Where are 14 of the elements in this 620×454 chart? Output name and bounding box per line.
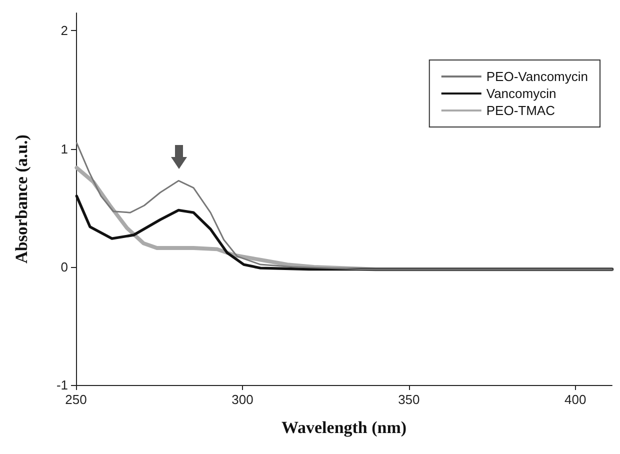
legend-label: PEO-Vancomycin — [486, 69, 588, 84]
x-tick-label: 350 — [398, 392, 420, 407]
y-tick-label: 1 — [60, 141, 68, 156]
x-tick-label: 250 — [65, 392, 87, 407]
x-tick-label: 300 — [232, 392, 254, 407]
y-axis-title: Absorbance (a.u.) — [12, 134, 31, 264]
x-axis-title: Wavelength (nm) — [281, 418, 407, 437]
line-series — [76, 142, 613, 270]
y-tick-label: 0 — [60, 259, 68, 274]
legend-label: PEO-TMAC — [486, 103, 555, 118]
x-tick-label: 400 — [564, 392, 586, 407]
legend-label: Vancomycin — [486, 86, 556, 101]
y-tick-label: -1 — [56, 378, 68, 392]
y-tick-label: 2 — [60, 23, 68, 38]
